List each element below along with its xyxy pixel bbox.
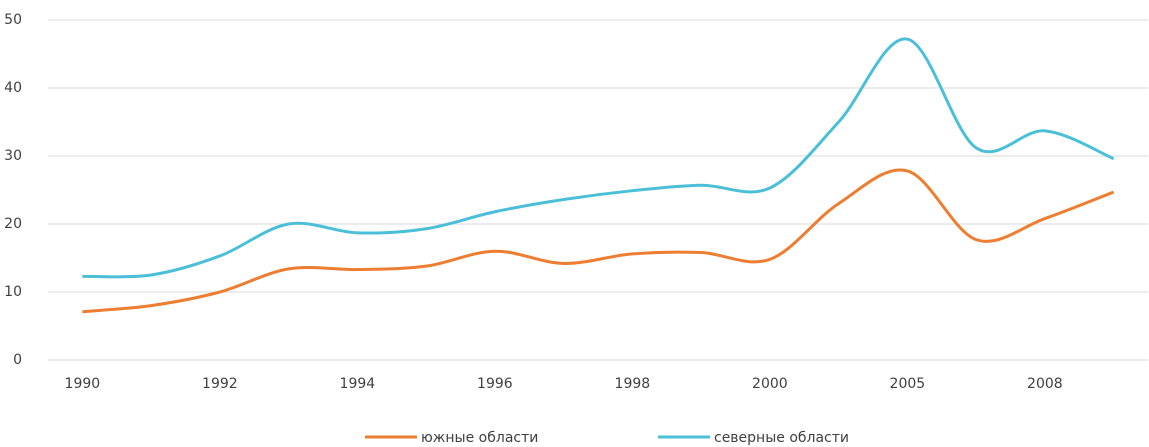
x-tick-label: 1996 bbox=[477, 376, 513, 392]
x-tick-label: 1992 bbox=[202, 376, 238, 392]
y-tick-label: 40 bbox=[4, 80, 22, 96]
x-tick-label: 2005 bbox=[890, 376, 926, 392]
x-tick-label: 1990 bbox=[65, 376, 101, 392]
x-tick-label: 2008 bbox=[1027, 376, 1063, 392]
y-tick-label: 20 bbox=[4, 216, 22, 232]
x-tick-label: 2000 bbox=[752, 376, 788, 392]
legend-label: южные области bbox=[421, 430, 538, 446]
line bbox=[82, 168, 1115, 314]
legend-label: северные области bbox=[714, 430, 849, 446]
x-tick-label: 1998 bbox=[615, 376, 651, 392]
y-tick-label: 10 bbox=[4, 284, 22, 300]
line bbox=[82, 37, 1115, 279]
y-tick-label: 50 bbox=[4, 12, 22, 28]
y-tick-label: 30 bbox=[4, 148, 22, 164]
y-tick-label: 0 bbox=[13, 352, 22, 368]
x-tick-label: 1994 bbox=[340, 376, 376, 392]
